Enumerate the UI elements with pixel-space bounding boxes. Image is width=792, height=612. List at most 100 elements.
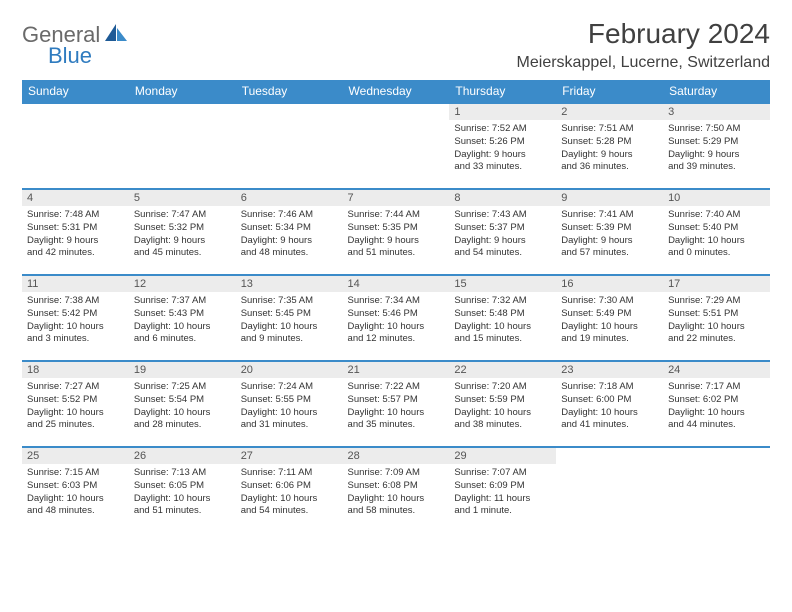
day-number: 25 xyxy=(22,448,129,464)
day-data-line: Sunset: 5:52 PM xyxy=(27,394,124,407)
day-data-line: and 39 minutes. xyxy=(668,161,765,174)
day-data-line: Sunset: 5:28 PM xyxy=(561,136,658,149)
day-data-line: Sunrise: 7:37 AM xyxy=(134,295,231,308)
day-number: 2 xyxy=(556,104,663,120)
day-data-line: Sunrise: 7:46 AM xyxy=(241,209,338,222)
calendar-week-row: 11Sunrise: 7:38 AMSunset: 5:42 PMDayligh… xyxy=(22,275,770,361)
day-data-line: and 15 minutes. xyxy=(454,333,551,346)
day-data-line: and 41 minutes. xyxy=(561,419,658,432)
day-number: 16 xyxy=(556,276,663,292)
day-data-line: Sunrise: 7:51 AM xyxy=(561,123,658,136)
day-data-line: Sunset: 5:42 PM xyxy=(27,308,124,321)
day-data-line: Daylight: 10 hours xyxy=(561,407,658,420)
day-data-line: Sunrise: 7:18 AM xyxy=(561,381,658,394)
title-block: February 2024 Meierskappel, Lucerne, Swi… xyxy=(517,18,770,72)
location: Meierskappel, Lucerne, Switzerland xyxy=(517,54,770,72)
day-data-line: and 28 minutes. xyxy=(134,419,231,432)
day-data-line: Sunset: 5:55 PM xyxy=(241,394,338,407)
day-data-line: Sunset: 6:06 PM xyxy=(241,480,338,493)
day-data-line: Sunrise: 7:09 AM xyxy=(348,467,445,480)
day-data-line: Sunrise: 7:43 AM xyxy=(454,209,551,222)
day-data: Sunrise: 7:48 AMSunset: 5:31 PMDaylight:… xyxy=(22,206,129,262)
weekday-header: Tuesday xyxy=(236,80,343,103)
calendar-day-cell: 17Sunrise: 7:29 AMSunset: 5:51 PMDayligh… xyxy=(663,275,770,361)
calendar-day-cell: 21Sunrise: 7:22 AMSunset: 5:57 PMDayligh… xyxy=(343,361,450,447)
day-data: Sunrise: 7:46 AMSunset: 5:34 PMDaylight:… xyxy=(236,206,343,262)
day-data-line: Sunrise: 7:35 AM xyxy=(241,295,338,308)
day-number: 13 xyxy=(236,276,343,292)
day-data: Sunrise: 7:18 AMSunset: 6:00 PMDaylight:… xyxy=(556,378,663,434)
day-data-line: Daylight: 9 hours xyxy=(134,235,231,248)
day-data: Sunrise: 7:32 AMSunset: 5:48 PMDaylight:… xyxy=(449,292,556,348)
day-data: Sunrise: 7:17 AMSunset: 6:02 PMDaylight:… xyxy=(663,378,770,434)
day-number: 19 xyxy=(129,362,236,378)
day-number: 8 xyxy=(449,190,556,206)
day-data-line: Sunset: 6:08 PM xyxy=(348,480,445,493)
day-data-line: Daylight: 9 hours xyxy=(348,235,445,248)
calendar-page: General Blue February 2024 Meierskappel,… xyxy=(0,0,792,533)
day-data-line: Sunrise: 7:30 AM xyxy=(561,295,658,308)
day-data-line: Sunrise: 7:47 AM xyxy=(134,209,231,222)
day-data: Sunrise: 7:07 AMSunset: 6:09 PMDaylight:… xyxy=(449,464,556,520)
day-data-line: and 33 minutes. xyxy=(454,161,551,174)
calendar-day-cell: 27Sunrise: 7:11 AMSunset: 6:06 PMDayligh… xyxy=(236,447,343,533)
day-number: 28 xyxy=(343,448,450,464)
day-data: Sunrise: 7:20 AMSunset: 5:59 PMDaylight:… xyxy=(449,378,556,434)
day-data-line: Sunrise: 7:34 AM xyxy=(348,295,445,308)
day-data-line: Sunrise: 7:17 AM xyxy=(668,381,765,394)
day-data-line: and 0 minutes. xyxy=(668,247,765,260)
calendar-day-cell: 8Sunrise: 7:43 AMSunset: 5:37 PMDaylight… xyxy=(449,189,556,275)
weekday-header: Saturday xyxy=(663,80,770,103)
day-number: 5 xyxy=(129,190,236,206)
day-data-line: Daylight: 10 hours xyxy=(668,235,765,248)
day-data-line: Sunset: 5:51 PM xyxy=(668,308,765,321)
day-data-line: and 22 minutes. xyxy=(668,333,765,346)
calendar-day-cell: 7Sunrise: 7:44 AMSunset: 5:35 PMDaylight… xyxy=(343,189,450,275)
day-data: Sunrise: 7:35 AMSunset: 5:45 PMDaylight:… xyxy=(236,292,343,348)
day-data: Sunrise: 7:22 AMSunset: 5:57 PMDaylight:… xyxy=(343,378,450,434)
day-data-line: Daylight: 10 hours xyxy=(27,493,124,506)
day-number: 18 xyxy=(22,362,129,378)
day-data-line: Sunset: 6:02 PM xyxy=(668,394,765,407)
day-data-line: Sunset: 5:59 PM xyxy=(454,394,551,407)
day-data-line: Sunrise: 7:41 AM xyxy=(561,209,658,222)
day-data-line: and 38 minutes. xyxy=(454,419,551,432)
day-data-line: Sunset: 5:32 PM xyxy=(134,222,231,235)
calendar-day-cell xyxy=(236,103,343,189)
day-data-line: Daylight: 10 hours xyxy=(27,321,124,334)
day-number: 21 xyxy=(343,362,450,378)
day-data-line: and 36 minutes. xyxy=(561,161,658,174)
day-data-line: Sunset: 5:43 PM xyxy=(134,308,231,321)
day-data: Sunrise: 7:13 AMSunset: 6:05 PMDaylight:… xyxy=(129,464,236,520)
day-data-line: and 35 minutes. xyxy=(348,419,445,432)
calendar-day-cell: 14Sunrise: 7:34 AMSunset: 5:46 PMDayligh… xyxy=(343,275,450,361)
day-number: 6 xyxy=(236,190,343,206)
day-number: 14 xyxy=(343,276,450,292)
logo-sail-icon xyxy=(105,24,127,47)
day-data: Sunrise: 7:11 AMSunset: 6:06 PMDaylight:… xyxy=(236,464,343,520)
calendar-day-cell: 4Sunrise: 7:48 AMSunset: 5:31 PMDaylight… xyxy=(22,189,129,275)
day-data-line: and 51 minutes. xyxy=(134,505,231,518)
day-data-line: Sunrise: 7:48 AM xyxy=(27,209,124,222)
day-data: Sunrise: 7:43 AMSunset: 5:37 PMDaylight:… xyxy=(449,206,556,262)
month-title: February 2024 xyxy=(517,18,770,50)
weekday-header: Friday xyxy=(556,80,663,103)
day-data-line: Sunset: 5:45 PM xyxy=(241,308,338,321)
calendar-day-cell: 22Sunrise: 7:20 AMSunset: 5:59 PMDayligh… xyxy=(449,361,556,447)
calendar-day-cell: 6Sunrise: 7:46 AMSunset: 5:34 PMDaylight… xyxy=(236,189,343,275)
day-data-line: and 1 minute. xyxy=(454,505,551,518)
day-data-line: and 19 minutes. xyxy=(561,333,658,346)
day-data-line: Sunrise: 7:38 AM xyxy=(27,295,124,308)
day-data-line: Sunset: 6:05 PM xyxy=(134,480,231,493)
calendar-day-cell: 16Sunrise: 7:30 AMSunset: 5:49 PMDayligh… xyxy=(556,275,663,361)
day-data-line: Sunrise: 7:22 AM xyxy=(348,381,445,394)
calendar-day-cell: 25Sunrise: 7:15 AMSunset: 6:03 PMDayligh… xyxy=(22,447,129,533)
day-data: Sunrise: 7:40 AMSunset: 5:40 PMDaylight:… xyxy=(663,206,770,262)
day-data: Sunrise: 7:50 AMSunset: 5:29 PMDaylight:… xyxy=(663,120,770,176)
day-data: Sunrise: 7:52 AMSunset: 5:26 PMDaylight:… xyxy=(449,120,556,176)
day-data-line: Sunrise: 7:44 AM xyxy=(348,209,445,222)
calendar-table: SundayMondayTuesdayWednesdayThursdayFrid… xyxy=(22,80,770,533)
calendar-day-cell: 5 Sunrise: 7:47 AMSunset: 5:32 PMDaylight… xyxy=(129,189,236,275)
calendar-weekday-header: SundayMondayTuesdayWednesdayThursdayFrid… xyxy=(22,80,770,103)
day-data-line: Sunset: 5:46 PM xyxy=(348,308,445,321)
